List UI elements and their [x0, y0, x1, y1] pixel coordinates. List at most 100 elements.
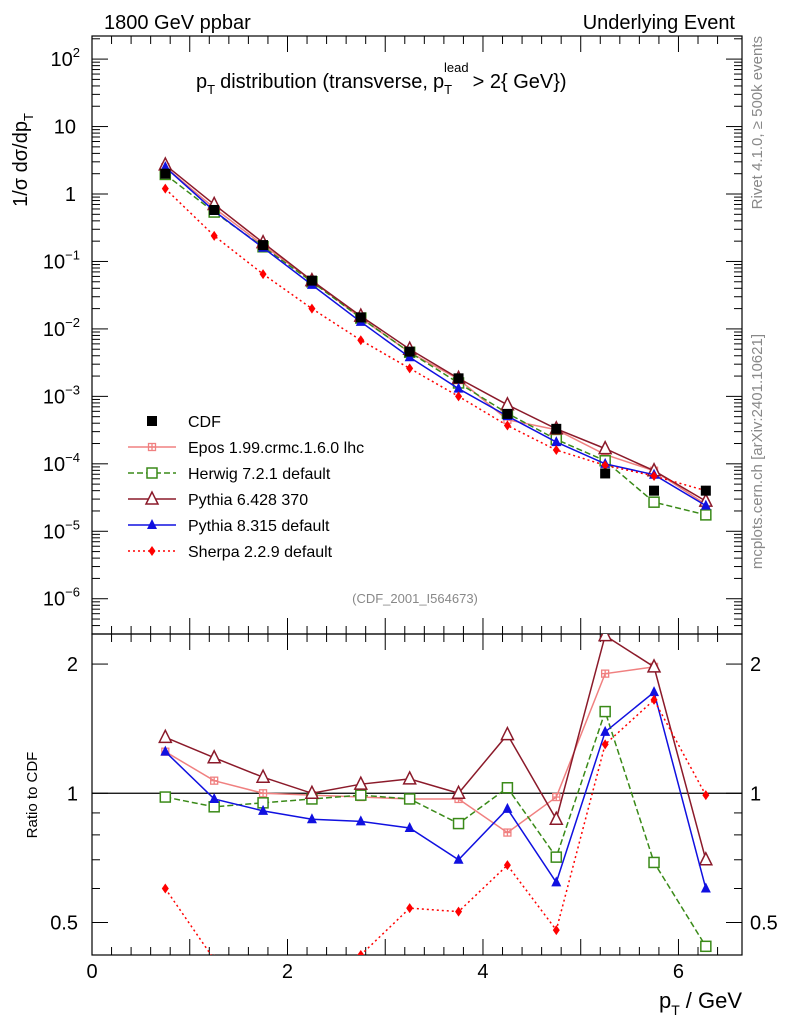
ratio-line-sherpa — [164, 698, 707, 955]
ratio-point-pythia6 — [304, 784, 320, 800]
point-herwig — [700, 509, 712, 521]
series-line-pythia6 — [164, 164, 707, 502]
series-sherpa — [161, 183, 710, 496]
y-tick-label: 10−6 — [43, 585, 80, 611]
ratio-point-sherpa — [552, 925, 560, 936]
point-cdf — [600, 468, 611, 479]
plot-title: pT distribution (transverse, pTlead> 2{ Ge… — [196, 60, 567, 97]
ratio-y-tick-label-left: 2 — [67, 654, 78, 676]
ratio-y-axis-label: Ratio to CDF — [24, 752, 41, 839]
x-tick-label: 0 — [86, 961, 97, 983]
ratio-point-herwig — [355, 789, 367, 801]
point-sherpa — [161, 183, 169, 194]
mcplots-citation-label: mcplots.cern.ch [arXiv:2401.10621] — [749, 334, 766, 569]
ratio-point-pythia8 — [649, 686, 660, 697]
point-sherpa — [259, 269, 267, 280]
point-pythia6 — [597, 439, 613, 455]
point-sherpa — [455, 391, 463, 402]
header-left: 1800 GeV ppbar — [104, 12, 251, 34]
ratio-point-pythia8 — [258, 804, 269, 815]
ratio-point-epos — [601, 669, 610, 678]
point-cdf — [453, 373, 464, 384]
ratio-line-herwig — [165, 709, 707, 947]
y-tick-label: 10−5 — [43, 517, 80, 543]
ratio-series-group — [158, 634, 714, 984]
y-tick-label: 10 — [54, 117, 76, 139]
legend: CDF Epos 1.99.crmc.1.6.0 lhc Herwig 7.2.1 … — [128, 414, 364, 561]
ratio-point-pythia6 — [451, 784, 466, 800]
header-right: Underlying Event — [583, 12, 736, 34]
point-cdf — [551, 423, 562, 434]
point-pythia6 — [500, 396, 515, 411]
main-axis-ticks: 102 10 1 10−1 10−2 10−3 10−4 10−5 10−6 — [43, 36, 742, 635]
series-line-pythia8 — [164, 166, 707, 507]
point-sherpa — [210, 230, 218, 241]
legend-marker-cdf — [147, 416, 157, 426]
legend-label-herwig: Herwig 7.2.1 default — [188, 466, 331, 483]
main-y-axis-label: 1/σ dσ/dpT — [10, 113, 36, 207]
y-tick-label: 102 — [51, 45, 80, 71]
ratio-point-pythia6 — [402, 770, 417, 785]
point-sherpa — [406, 363, 414, 374]
ratio-y-tick-label-right: 0.5 — [750, 912, 778, 934]
ratio-point-sherpa — [161, 883, 169, 894]
series-pythia8 — [160, 161, 711, 510]
ratio-point-herwig — [452, 817, 465, 830]
ratio-point-epos — [503, 828, 512, 837]
analysis-id-label: (CDF_2001_I564673) — [352, 591, 478, 606]
ratio-point-sherpa — [308, 969, 315, 979]
ratio-point-sherpa — [406, 903, 414, 914]
ratio-point-pythia6 — [646, 658, 662, 673]
ratio-series-herwig — [159, 705, 712, 953]
point-cdf — [258, 240, 269, 251]
ratio-point-pythia6 — [500, 725, 515, 741]
ratio-plot-frame — [91, 633, 743, 956]
legend-label-pythia6: Pythia 6.428 370 — [188, 492, 308, 509]
ratio-line-pythia6 — [165, 634, 707, 860]
main-series-group — [158, 156, 714, 521]
ratio-point-epos — [552, 792, 561, 802]
legend-marker-pythia6 — [144, 490, 160, 505]
point-cdf — [649, 485, 660, 496]
point-sherpa — [650, 470, 658, 481]
ratio-point-sherpa — [260, 974, 267, 984]
ratio-point-herwig — [501, 782, 514, 794]
point-sherpa — [308, 303, 316, 314]
y-tick-label: 1 — [65, 184, 76, 206]
point-cdf — [700, 485, 711, 496]
ratio-point-epos — [210, 776, 219, 785]
series-line-herwig — [164, 173, 707, 516]
point-pythia8 — [160, 161, 171, 172]
point-cdf — [160, 168, 171, 179]
rivet-version-label: Rivet 4.1.0, ≥ 500k events — [749, 36, 766, 209]
point-pythia8 — [700, 499, 711, 510]
ratio-point-herwig — [208, 801, 220, 813]
point-pythia8 — [453, 382, 464, 393]
ratio-point-herwig — [550, 851, 563, 863]
ratio-point-pythia8 — [306, 813, 317, 824]
series-line-sherpa — [164, 188, 707, 492]
ratio-y-tick-label-left: 0.5 — [50, 912, 78, 934]
ratio-point-sherpa — [650, 694, 658, 705]
ratio-point-pythia6 — [255, 768, 271, 783]
y-tick-label: 10−4 — [43, 450, 80, 476]
ratio-series-epos — [161, 662, 659, 837]
x-axis-label: pT / GeV — [659, 988, 742, 1018]
point-sherpa — [503, 420, 511, 431]
point-cdf — [404, 346, 415, 357]
ratio-point-pythia6 — [597, 634, 613, 642]
ratio-point-pythia8 — [502, 802, 513, 813]
legend-marker-sherpa — [148, 546, 156, 556]
point-cdf — [502, 408, 513, 419]
legend-marker-epos — [147, 442, 157, 452]
ratio-point-herwig — [700, 940, 712, 953]
x-tick-label: 6 — [673, 961, 684, 983]
series-line-epos — [164, 166, 707, 506]
y-tick-label: 10−2 — [43, 315, 80, 341]
legend-marker-herwig — [146, 467, 158, 479]
legend-label-epos: Epos 1.99.crmc.1.6.0 lhc — [188, 440, 364, 457]
ratio-y-tick-label-right: 1 — [750, 783, 761, 805]
ratio-point-sherpa — [503, 860, 511, 871]
ratio-point-sherpa — [213, 954, 215, 955]
